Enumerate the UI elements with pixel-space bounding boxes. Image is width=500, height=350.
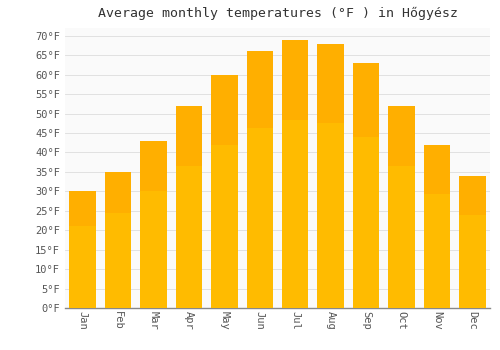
Bar — [70, 191, 96, 308]
Bar — [176, 106, 202, 167]
Bar — [282, 40, 308, 120]
Bar — [388, 106, 414, 308]
Bar — [318, 43, 344, 308]
Title: Average monthly temperatures (°F ) in Hőgyész: Average monthly temperatures (°F ) in Hő… — [98, 7, 458, 20]
Bar — [246, 51, 273, 128]
Bar — [424, 145, 450, 308]
Bar — [70, 191, 96, 226]
Bar — [282, 40, 308, 308]
Bar — [140, 141, 167, 191]
Bar — [211, 75, 238, 308]
Bar — [459, 176, 485, 216]
Bar — [105, 172, 132, 308]
Bar — [176, 106, 202, 308]
Bar — [388, 106, 414, 167]
Bar — [353, 63, 380, 136]
Bar — [105, 172, 132, 213]
Bar — [424, 145, 450, 194]
Bar — [211, 75, 238, 145]
Bar — [318, 43, 344, 123]
Bar — [246, 51, 273, 308]
Bar — [140, 141, 167, 308]
Bar — [353, 63, 380, 308]
Bar — [459, 176, 485, 308]
